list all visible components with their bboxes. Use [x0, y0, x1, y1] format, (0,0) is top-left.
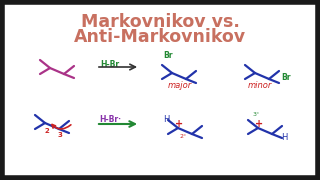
Text: 3°: 3°: [252, 111, 260, 116]
Text: minor: minor: [248, 80, 272, 89]
Text: 3: 3: [58, 132, 62, 138]
Text: H-Br·: H-Br·: [99, 116, 121, 125]
Text: Br: Br: [163, 51, 173, 60]
Text: Br: Br: [281, 73, 291, 82]
Text: +: +: [255, 119, 263, 129]
Text: 2°: 2°: [180, 134, 187, 140]
Text: Anti-Markovnikov: Anti-Markovnikov: [74, 28, 246, 46]
Text: Markovnikov vs.: Markovnikov vs.: [81, 13, 239, 31]
Text: H-Br: H-Br: [100, 60, 120, 69]
Text: H: H: [281, 134, 287, 143]
Text: H: H: [163, 114, 169, 123]
Text: major: major: [168, 80, 192, 89]
Text: 2: 2: [44, 128, 49, 134]
FancyBboxPatch shape: [2, 2, 318, 178]
Text: +: +: [175, 119, 183, 129]
FancyArrowPatch shape: [52, 125, 71, 129]
